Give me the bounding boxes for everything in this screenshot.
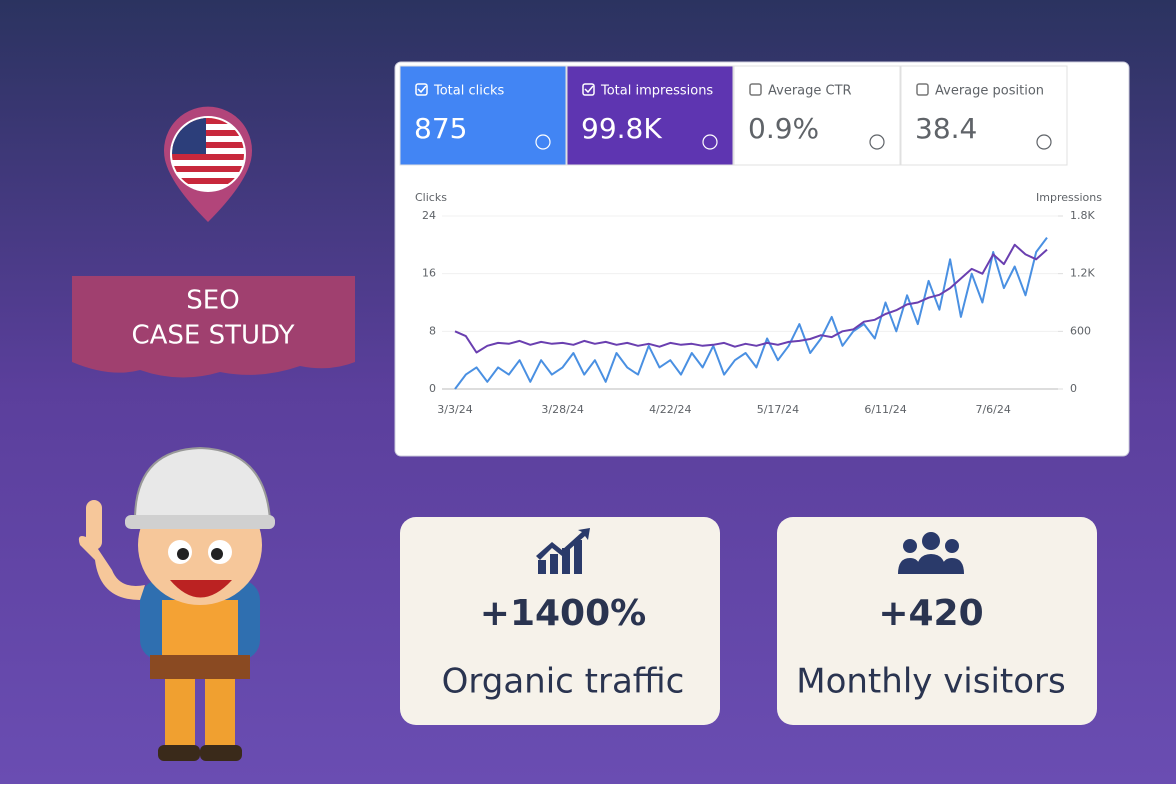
x-tick-label: 3/3/24 [437, 403, 472, 416]
metric-value: 99.8K [581, 112, 662, 145]
x-tick-label: 6/11/24 [864, 403, 906, 416]
y-tick-label: 0 [429, 382, 436, 395]
metric-label: Total impressions [600, 84, 713, 99]
metric-value: 38.4 [915, 112, 977, 145]
checkbox [582, 83, 595, 96]
stat-value: +1400% [480, 593, 646, 634]
checkmark [584, 85, 594, 94]
worker-illustration [78, 446, 275, 761]
y2-tick-label: 1.8K [1070, 209, 1095, 222]
metric-label: Total clicks [433, 84, 505, 99]
y-tick-label: 8 [429, 324, 436, 337]
checkmark [417, 85, 427, 94]
metric-value: 0.9% [748, 112, 819, 145]
metric-card [566, 65, 734, 166]
badge-line: SEO [186, 286, 239, 316]
y-tick-label: 16 [422, 267, 436, 280]
metric-label: Average CTR [768, 84, 852, 99]
help-icon [702, 134, 718, 150]
metric-cards: Total clicks 875 Total impressions 99.8K Ave… [399, 65, 1068, 166]
y2-tick-label: 1.2K [1070, 267, 1095, 280]
x-tick-label: 7/6/24 [975, 403, 1010, 416]
stat-value: +420 [878, 593, 983, 634]
flag-pin [163, 106, 252, 222]
help-icon [869, 134, 885, 150]
y2-tick-label: 600 [1070, 324, 1091, 337]
series-line [454, 243, 1048, 354]
metric-card [733, 65, 901, 166]
badge-line: CASE STUDY [131, 321, 294, 351]
stat-label: Monthly visitors [796, 662, 1066, 702]
help-icon [535, 134, 551, 150]
series-line [454, 237, 1048, 390]
stat-card: +420 Monthly visitors [777, 517, 1097, 725]
x-tick-label: 4/22/24 [649, 403, 691, 416]
y-tick-label: 24 [422, 209, 436, 222]
y-axis-title: Clicks [415, 191, 447, 204]
y2-tick-label: 0 [1070, 382, 1077, 395]
checkbox [415, 83, 428, 96]
metric-value: 875 [414, 112, 467, 145]
checkbox [749, 83, 762, 96]
x-tick-label: 5/17/24 [757, 403, 799, 416]
checkbox [916, 83, 929, 96]
x-tick-label: 3/28/24 [541, 403, 583, 416]
metric-card [900, 65, 1068, 166]
stat-card: +1400% Organic traffic [400, 517, 720, 725]
stat-label: Organic traffic [442, 662, 685, 702]
metric-card [399, 65, 567, 166]
help-icon [1036, 134, 1052, 150]
y2-axis-title: Impressions [1036, 191, 1102, 204]
ribbon [72, 276, 355, 378]
metric-label: Average position [935, 84, 1044, 99]
chart: Clicks Impressions 0 8 16 24 0 600 1.2K 1.8K 3/3/2… [415, 191, 1102, 416]
